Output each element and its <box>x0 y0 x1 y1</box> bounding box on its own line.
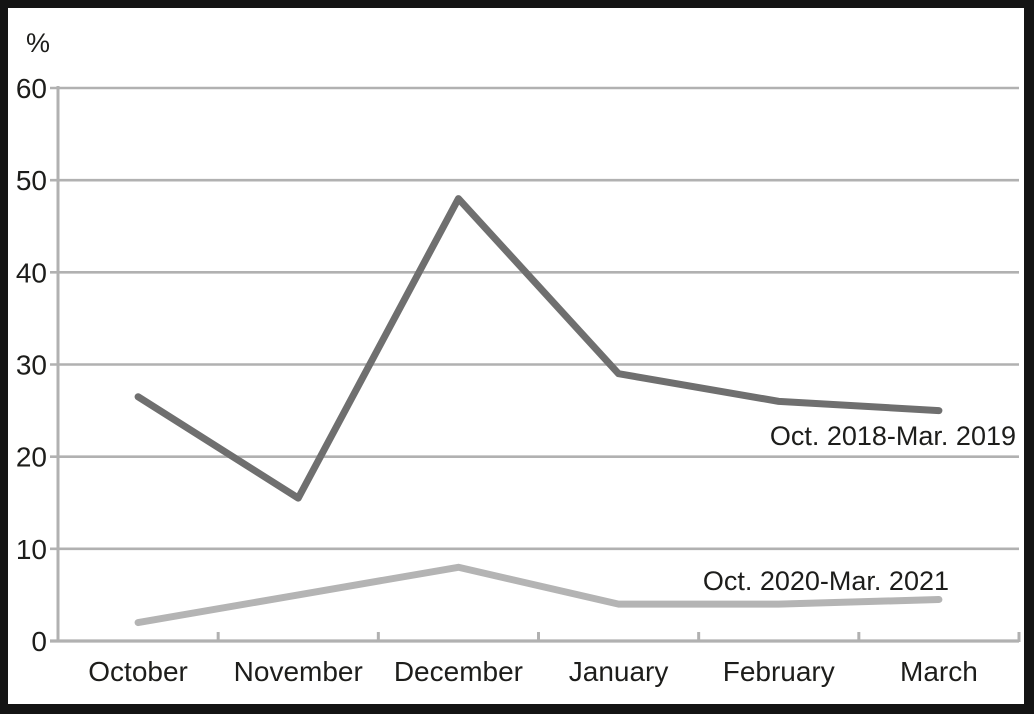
x-axis-category-label: January <box>569 656 669 687</box>
series-label-2: Oct. 2020-Mar. 2021 <box>703 566 949 596</box>
y-axis-tick-label: 50 <box>16 165 47 196</box>
x-axis-category-label: March <box>900 656 978 687</box>
x-axis-category-label: February <box>723 656 835 687</box>
line-chart: 0 10 20 30 40 50 60 October November December Janu… <box>16 28 1021 687</box>
series-line-1 <box>134 195 943 502</box>
y-axis-tick-label: 30 <box>16 350 47 381</box>
y-axis-tick-label: 0 <box>31 626 47 657</box>
y-axis-tick-label: 20 <box>16 442 47 473</box>
x-axis-category-label: December <box>394 656 523 687</box>
x-axis-category-label: November <box>234 656 363 687</box>
y-axis-tick-label: 40 <box>16 257 47 288</box>
y-axis-tick-label: 10 <box>16 534 47 565</box>
x-axis-category-label: October <box>88 656 188 687</box>
series-line-2 <box>134 563 943 627</box>
y-axis-tick-label: 60 <box>16 73 47 104</box>
y-axis-unit-label: % <box>26 28 50 58</box>
series-label-1: Oct. 2018-Mar. 2019 <box>770 421 1016 451</box>
